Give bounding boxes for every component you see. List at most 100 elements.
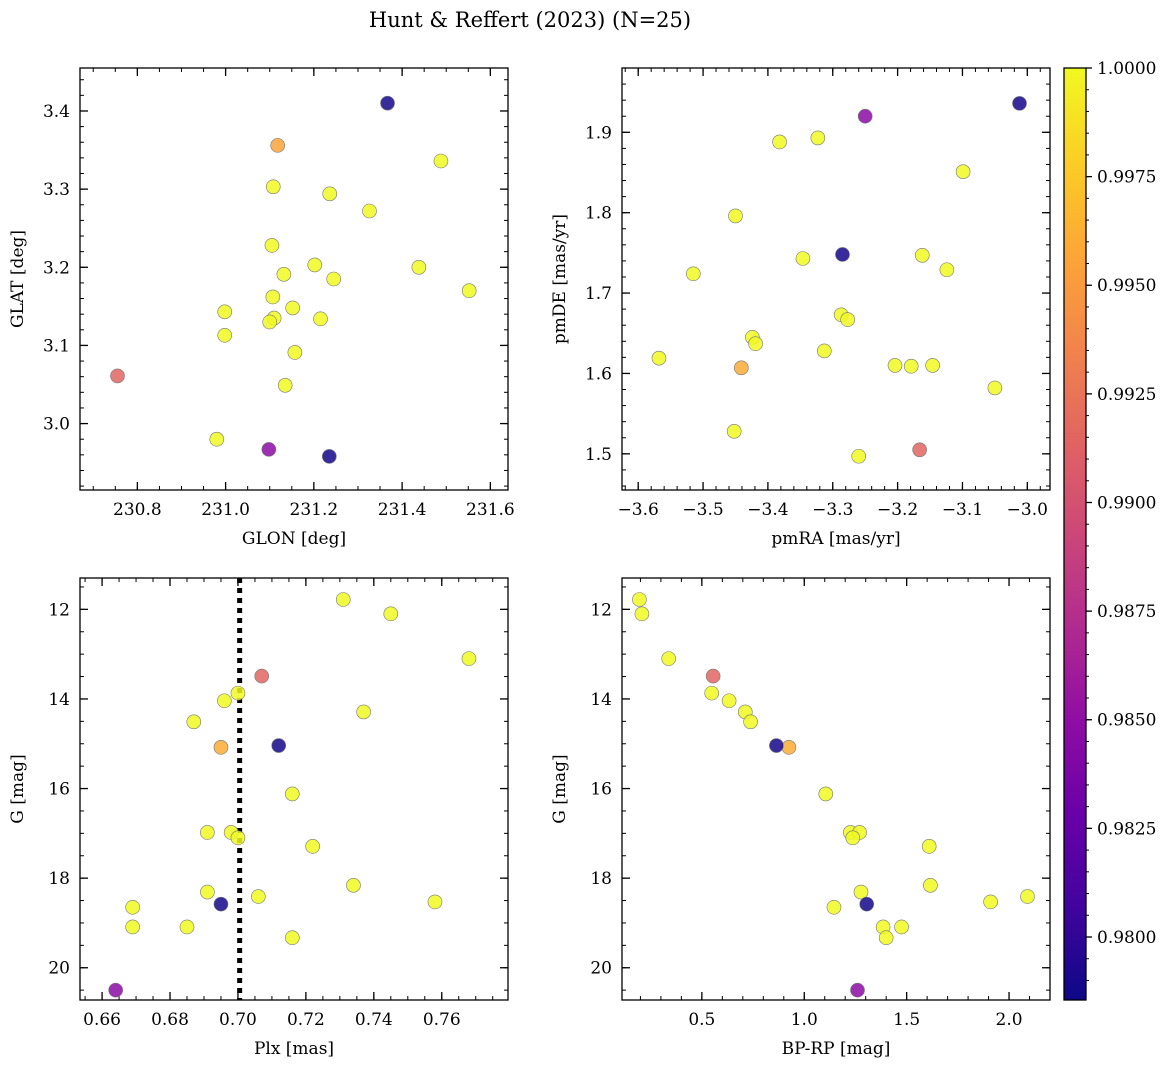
- data-point: [857, 108, 873, 124]
- data-point: [878, 930, 894, 946]
- data-point: [634, 606, 650, 622]
- tick-marks: [80, 68, 508, 490]
- data-point: [179, 919, 195, 935]
- data-point: [1012, 96, 1027, 111]
- x-tick-label: −3.1: [942, 500, 983, 520]
- y-tick-label: 18: [48, 869, 70, 889]
- data-point: [200, 884, 215, 900]
- data-point: [265, 289, 281, 305]
- panel-glon-glat: 230.8 231.0 231.2 231.4 231.6 3.0 3.1 3.2 3.3 3.4…: [8, 67, 515, 549]
- data-point: [987, 380, 1003, 396]
- y-axis-label: GLAT [deg]: [8, 230, 28, 328]
- data-point: [251, 889, 266, 904]
- data-point: [322, 186, 338, 202]
- x-tick-label: 0.70: [219, 1010, 257, 1030]
- colorbar-gradient: [1064, 68, 1086, 1000]
- data-point: [894, 919, 909, 935]
- x-axis-label: pmRA [mas/yr]: [771, 529, 900, 549]
- data-point: [983, 894, 998, 910]
- tick-marks: [622, 67, 1050, 490]
- data-point: [411, 259, 427, 275]
- y-axis-label: pmDE [mas/yr]: [550, 214, 570, 344]
- x-tick-label: −3.0: [1007, 500, 1048, 520]
- y-axis-label: G [mag]: [8, 754, 28, 823]
- data-point: [262, 314, 278, 330]
- data-point: [265, 179, 281, 195]
- data-point: [230, 685, 246, 701]
- x-tick-label: 231.2: [290, 500, 339, 520]
- colorbar-tick-label: 0.9850: [1097, 711, 1156, 731]
- data-point: [772, 134, 787, 150]
- data-point: [285, 300, 300, 316]
- panel-color-g: 0.5 1.0 1.5 2.0 12 14 16 18 20 BP-RP [mag] G [mag]: [550, 577, 1051, 1059]
- x-tick-label: −3.6: [618, 500, 659, 520]
- x-tick-label: −3.4: [747, 500, 788, 520]
- colorbar-ticks: [1086, 67, 1092, 981]
- data-point: [840, 312, 855, 327]
- y-tick-label: 16: [590, 780, 612, 800]
- x-tick-label: 0.66: [83, 1010, 121, 1030]
- data-point: [721, 693, 737, 709]
- colorbar-tick-label: 0.9875: [1097, 602, 1156, 622]
- data-point: [230, 830, 246, 846]
- x-tick-label: 0.5: [688, 1010, 715, 1030]
- panel-plx-g: 0.66 0.68 0.70 0.72 0.74 0.76 12 14 16 18 20 Plx [m…: [8, 577, 509, 1059]
- data-point: [795, 251, 811, 266]
- data-point: [851, 448, 866, 464]
- data-point: [743, 714, 758, 730]
- data-point: [817, 343, 832, 359]
- colorbar: 0.9800 0.9825 0.9850 0.9875 0.9900 0.9925 0.99…: [1063, 59, 1156, 1001]
- data-point: [362, 203, 377, 219]
- data-point: [955, 164, 971, 179]
- data-point: [810, 130, 826, 146]
- colorbar-tick-label: 0.9975: [1097, 168, 1156, 188]
- y-axis-label: G [mag]: [550, 754, 570, 823]
- data-point: [321, 449, 337, 464]
- data-point: [461, 283, 477, 299]
- data-point: [651, 350, 667, 366]
- data-point: [835, 247, 850, 262]
- data-point: [287, 345, 303, 360]
- data-point: [125, 899, 140, 915]
- panel-pmra-pmde: −3.6 −3.5 −3.4 −3.3 −3.2 −3.1 −3.0 1.5 1.6 1.7 1.8…: [550, 67, 1051, 549]
- x-tick-label: −3.5: [682, 500, 723, 520]
- data-point: [285, 930, 300, 946]
- colorbar-tick-label: 0.9950: [1097, 276, 1156, 296]
- data-point: [313, 311, 328, 327]
- data-point: [726, 424, 742, 439]
- data-point: [261, 442, 277, 457]
- y-tick-label: 3.1: [43, 336, 70, 356]
- x-axis-label: Plx [mas]: [254, 1039, 334, 1059]
- colorbar-tick-label: 0.9900: [1097, 493, 1156, 513]
- y-tick-label: 1.5: [585, 445, 612, 465]
- x-tick-label: 0.72: [287, 1010, 325, 1030]
- tick-marks: [80, 578, 508, 1000]
- x-tick-label: 1.0: [791, 1010, 818, 1030]
- x-axis-label: BP-RP [mag]: [782, 1039, 891, 1059]
- x-tick-label: 0.76: [423, 1010, 461, 1030]
- data-point: [853, 884, 869, 900]
- y-tick-label: 14: [590, 690, 612, 710]
- data-point: [285, 786, 300, 802]
- data-point: [277, 377, 293, 393]
- data-point: [850, 982, 865, 998]
- axes-frame: [621, 67, 1051, 491]
- y-tick-label: 14: [48, 690, 70, 710]
- data-point: [213, 740, 229, 755]
- data-point: [887, 358, 903, 373]
- axes-frame: [621, 577, 1051, 1001]
- y-tick-label: 3.0: [43, 415, 70, 435]
- y-tick-label: 18: [590, 869, 612, 889]
- data-point: [923, 878, 938, 893]
- data-point: [903, 358, 919, 374]
- x-tick-label: 231.0: [201, 500, 250, 520]
- data-point: [356, 704, 371, 720]
- x-tick-label: −3.3: [812, 500, 853, 520]
- x-tick-label: 231.6: [466, 500, 515, 520]
- y-tick-label: 1.6: [585, 364, 612, 384]
- data-point: [845, 830, 861, 846]
- data-point: [217, 693, 232, 709]
- data-point: [748, 336, 763, 352]
- data-point: [217, 327, 233, 343]
